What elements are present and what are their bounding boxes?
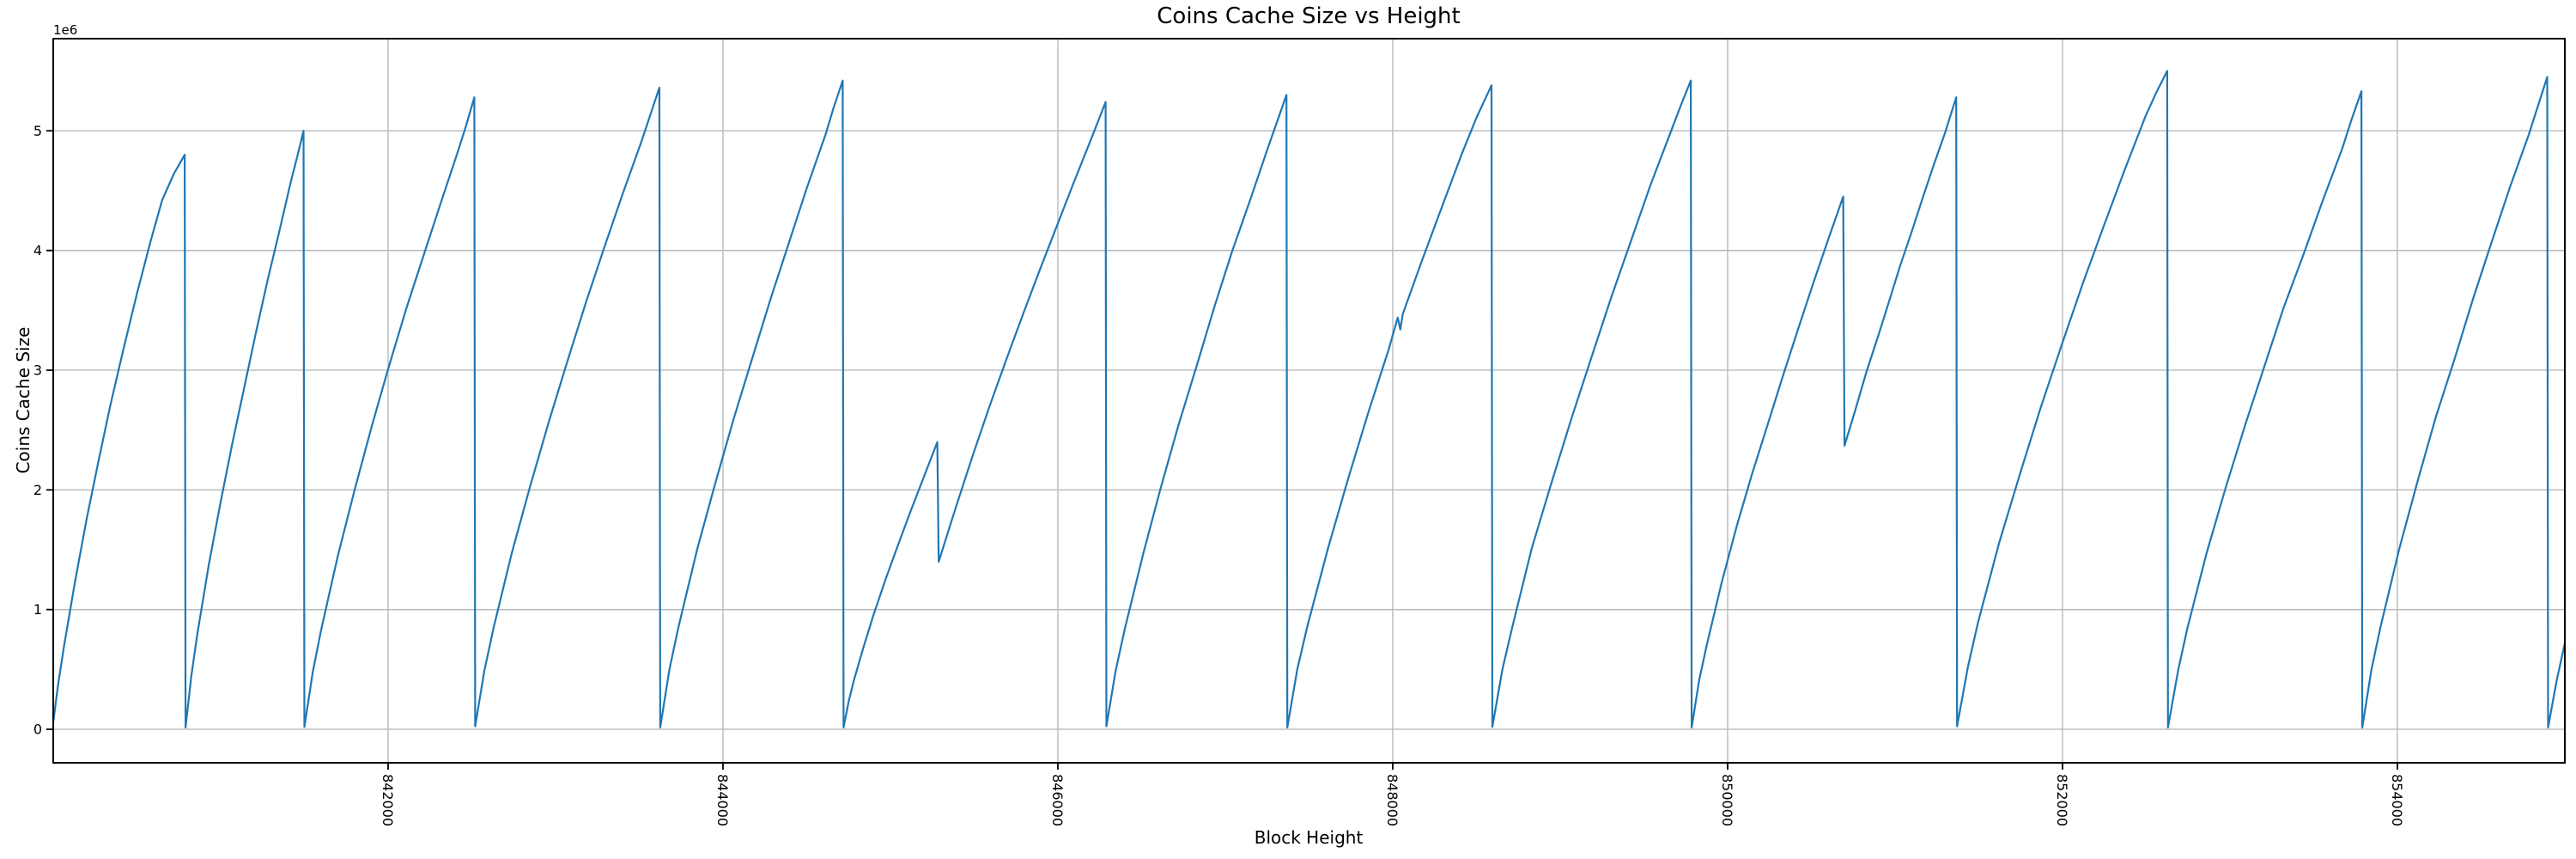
- y-tick-label: 1: [33, 601, 42, 618]
- axes-spines: [52, 38, 2566, 764]
- x-tick-label: 844000: [714, 774, 731, 826]
- x-tick-label: 852000: [2054, 774, 2070, 826]
- x-axis-label: Block Height: [1254, 827, 1364, 848]
- y-tick-label: 5: [33, 123, 42, 139]
- x-tick-label: 842000: [380, 774, 396, 826]
- cache-size-line: [52, 70, 2567, 729]
- chart-title: Coins Cache Size vs Height: [1157, 3, 1461, 29]
- y-axis-offset-text: 1e6: [53, 22, 78, 38]
- x-tick-label: 848000: [1384, 774, 1400, 826]
- x-tick-label: 846000: [1049, 774, 1066, 826]
- x-tick-label: 850000: [1719, 774, 1735, 826]
- y-tick-label: 2: [33, 482, 42, 498]
- y-tick-label: 4: [33, 242, 42, 259]
- x-tick-label: 854000: [2389, 774, 2405, 826]
- y-tick-label: 0: [33, 721, 42, 737]
- y-tick-label: 3: [33, 362, 42, 378]
